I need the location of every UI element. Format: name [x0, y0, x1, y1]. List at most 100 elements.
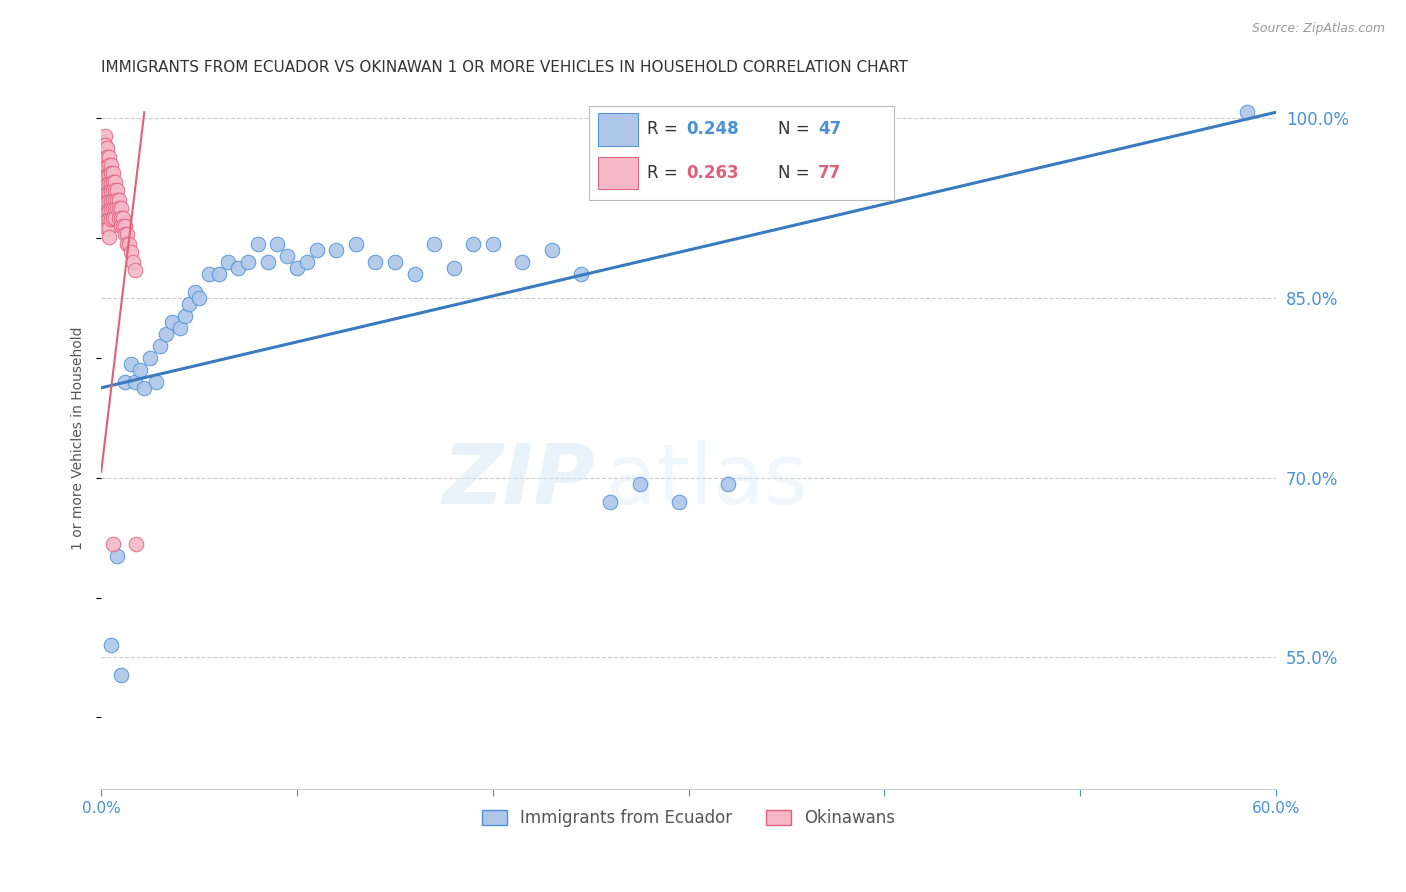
Point: [104, 183, 127, 197]
Point: [96, 186, 118, 200]
Point: [117, 237, 139, 252]
Point: [96, 150, 118, 164]
Point: [101, 175, 124, 189]
Point: [105, 201, 128, 215]
Point: [108, 201, 131, 215]
Text: atlas: atlas: [606, 441, 808, 521]
Point: [96, 195, 118, 210]
Point: [110, 201, 132, 215]
Point: [94, 129, 117, 144]
Point: [569, 267, 592, 281]
Point: [94, 201, 117, 215]
Point: [246, 237, 269, 252]
Point: [174, 309, 197, 323]
Point: [98, 168, 121, 182]
Point: [98, 176, 121, 190]
Point: [98, 203, 121, 218]
Point: [1236, 105, 1258, 120]
Point: [94, 183, 117, 197]
Point: [121, 255, 143, 269]
Point: [105, 549, 128, 563]
Point: [285, 260, 308, 275]
Point: [101, 166, 124, 180]
Point: [110, 211, 132, 225]
Point: [482, 237, 505, 252]
Point: [208, 267, 231, 281]
Point: [226, 260, 249, 275]
Point: [134, 381, 156, 395]
Y-axis label: 1 or more Vehicles in Household: 1 or more Vehicles in Household: [72, 327, 86, 550]
Point: [100, 184, 122, 198]
Point: [540, 243, 562, 257]
Point: [114, 219, 136, 233]
Point: [100, 211, 122, 226]
Point: [129, 363, 152, 377]
Point: [115, 237, 138, 252]
Point: [101, 201, 124, 215]
Point: [510, 255, 533, 269]
Point: [94, 147, 117, 161]
Point: [100, 176, 122, 190]
Point: [98, 186, 121, 200]
Point: [295, 255, 318, 269]
Point: [91, 165, 114, 179]
Point: [98, 221, 121, 235]
Point: [218, 255, 240, 269]
Point: [443, 260, 465, 275]
Point: [104, 175, 127, 189]
Point: [101, 183, 124, 197]
Point: [114, 375, 136, 389]
Point: [91, 173, 114, 187]
Point: [98, 158, 121, 172]
Point: [98, 230, 121, 244]
Point: [139, 351, 162, 365]
Point: [101, 536, 124, 550]
Point: [91, 159, 114, 173]
Point: [96, 221, 118, 235]
Point: [98, 150, 121, 164]
Point: [364, 255, 387, 269]
Point: [179, 297, 201, 311]
Point: [104, 211, 127, 225]
Point: [305, 243, 328, 257]
Point: [96, 177, 118, 191]
Point: [91, 135, 114, 149]
Point: [94, 210, 117, 224]
Point: [94, 173, 117, 187]
Point: [114, 227, 136, 242]
Point: [184, 285, 207, 299]
Point: [423, 237, 446, 252]
Point: [94, 193, 117, 207]
Point: [101, 193, 124, 207]
Point: [384, 255, 406, 269]
Point: [115, 227, 138, 242]
Point: [599, 494, 621, 508]
Point: [94, 137, 117, 152]
Point: [96, 213, 118, 227]
Point: [628, 476, 651, 491]
Point: [111, 219, 134, 233]
Point: [96, 204, 118, 219]
Point: [325, 243, 347, 257]
Point: [100, 202, 122, 217]
Point: [120, 357, 142, 371]
Point: [124, 263, 146, 277]
Point: [91, 180, 114, 194]
Point: [105, 183, 128, 197]
Point: [169, 321, 191, 335]
Point: [101, 211, 124, 225]
Point: [198, 267, 221, 281]
Point: [100, 194, 122, 208]
Point: [91, 189, 114, 203]
Point: [266, 237, 288, 252]
Point: [108, 211, 131, 225]
Point: [188, 291, 211, 305]
Point: [105, 193, 128, 207]
Point: [91, 141, 114, 155]
Legend: Immigrants from Ecuador, Okinawans: Immigrants from Ecuador, Okinawans: [475, 802, 901, 833]
Point: [91, 153, 114, 168]
Point: [276, 249, 298, 263]
Point: [94, 165, 117, 179]
Text: ZIP: ZIP: [441, 441, 595, 521]
Point: [98, 211, 121, 226]
